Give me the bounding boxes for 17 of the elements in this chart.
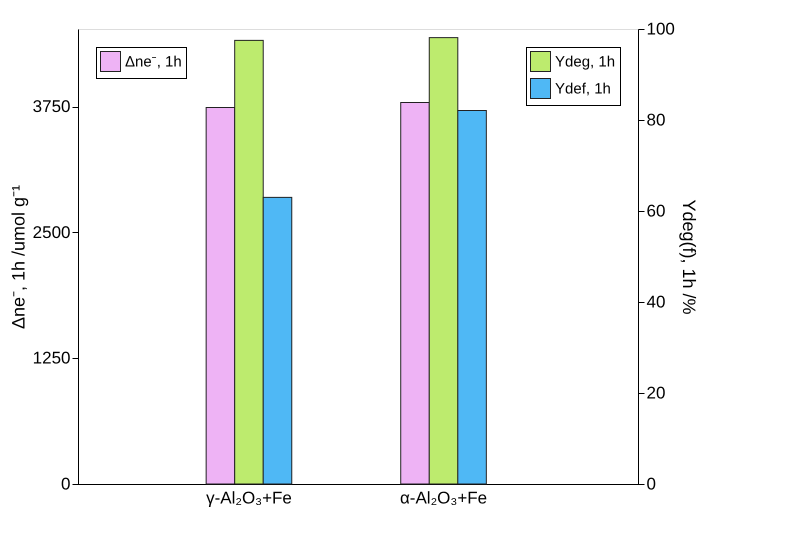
legend-label: Δne⁻, 1h	[125, 54, 182, 70]
y2-tick-label: 60	[646, 202, 666, 220]
x-tick-label: α-Al₂O₃+Fe	[400, 488, 488, 508]
y-axis-title: Δne⁻, 1h /umol g⁻¹	[8, 184, 29, 330]
y2-axis-title: Ydeg(f), 1h /%	[678, 199, 699, 315]
x-tick-label: γ-Al₂O₃+Fe	[206, 488, 292, 508]
y-tick-label: 0	[61, 474, 70, 494]
y2-tick-label: 20	[646, 384, 666, 402]
y2-tick-label: 80	[646, 110, 666, 130]
y2-tick-label: 0	[646, 474, 656, 494]
legend-label: Ydef, 1h	[555, 80, 611, 98]
y-tick-label: 2500	[32, 222, 70, 242]
y-tick-label: 3750	[32, 97, 70, 116]
legend-label: Ydeg, 1h	[555, 54, 616, 70]
y2-tick-label: 40	[646, 292, 666, 312]
y-tick-label: 1250	[32, 348, 70, 368]
y2-tick-label: 100	[646, 20, 675, 38]
